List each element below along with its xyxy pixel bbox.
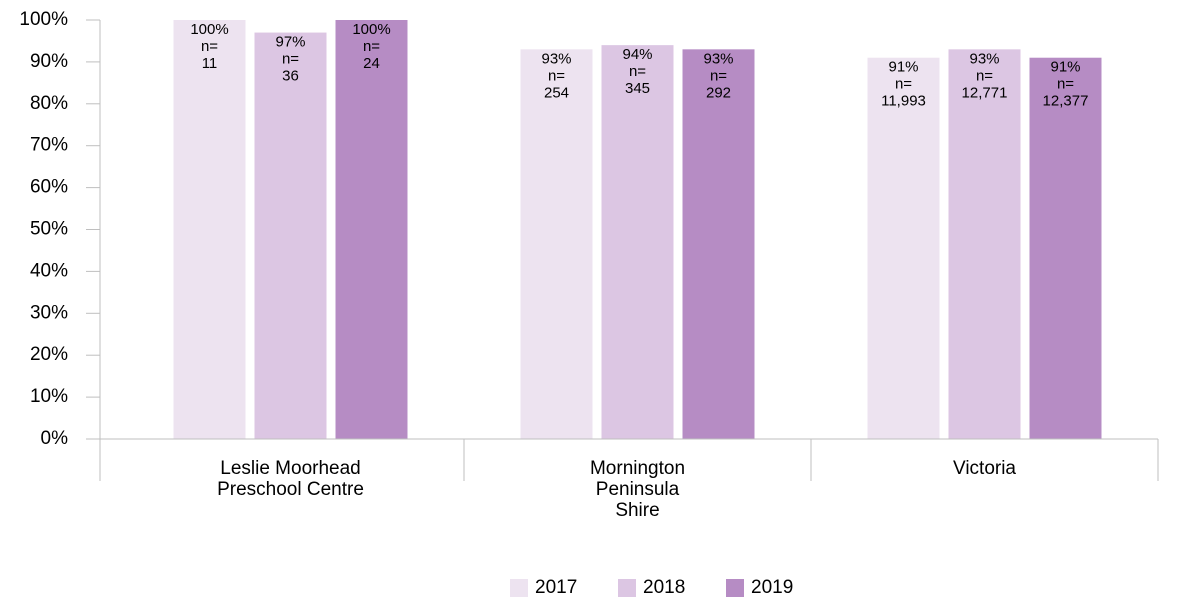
count-prefix: n= xyxy=(282,51,299,68)
value-label: 100% xyxy=(352,21,390,38)
count-prefix: n= xyxy=(976,67,993,84)
bar xyxy=(173,20,246,439)
bar xyxy=(682,49,755,440)
count-label: 254 xyxy=(544,84,569,101)
count-prefix: n= xyxy=(895,76,912,93)
legend-label: 2019 xyxy=(751,577,793,598)
legend-swatch xyxy=(510,579,528,597)
count-prefix: n= xyxy=(548,67,565,84)
bar xyxy=(520,49,593,440)
legend-swatch xyxy=(726,579,744,597)
y-tick-label: 40% xyxy=(30,260,68,281)
y-tick-label: 20% xyxy=(30,344,68,365)
x-tick-label: Victoria xyxy=(953,458,1016,479)
count-prefix: n= xyxy=(629,63,646,80)
bar xyxy=(601,45,674,439)
legend-swatch xyxy=(618,579,636,597)
bar xyxy=(948,49,1021,440)
count-label: 12,771 xyxy=(962,84,1008,101)
count-label: 24 xyxy=(363,55,380,72)
bar xyxy=(254,32,327,439)
count-prefix: n= xyxy=(710,67,727,84)
value-label: 93% xyxy=(969,50,999,67)
count-label: 11,993 xyxy=(881,93,926,110)
y-tick-label: 0% xyxy=(41,428,69,449)
count-prefix: n= xyxy=(363,38,380,55)
legend-label: 2017 xyxy=(535,577,577,598)
value-label: 97% xyxy=(275,34,305,51)
count-prefix: n= xyxy=(201,38,218,55)
count-label: 12,377 xyxy=(1043,93,1089,110)
value-label: 93% xyxy=(541,50,571,67)
x-tick-label: Mornington xyxy=(590,458,685,479)
value-label: 91% xyxy=(888,59,918,76)
count-label: 292 xyxy=(706,84,731,101)
y-tick-label: 10% xyxy=(30,386,68,407)
x-tick-label: Preschool Centre xyxy=(217,479,364,500)
y-tick-label: 60% xyxy=(30,177,68,198)
x-tick-label: Peninsula xyxy=(596,479,680,500)
bar xyxy=(335,20,408,439)
count-prefix: n= xyxy=(1057,76,1074,93)
value-label: 100% xyxy=(190,21,228,38)
bar xyxy=(867,57,940,440)
count-label: 36 xyxy=(282,68,299,85)
value-label: 91% xyxy=(1050,59,1080,76)
x-tick-label: Leslie Moorhead xyxy=(220,458,360,479)
legend-label: 2018 xyxy=(643,577,685,598)
value-label: 93% xyxy=(703,50,733,67)
x-tick-label: Shire xyxy=(615,500,659,521)
count-label: 345 xyxy=(625,80,650,97)
y-tick-label: 30% xyxy=(30,302,68,323)
y-tick-label: 100% xyxy=(19,9,68,30)
count-label: 11 xyxy=(202,55,218,72)
y-tick-label: 50% xyxy=(30,219,68,240)
y-tick-label: 80% xyxy=(30,93,68,114)
bar xyxy=(1029,57,1102,440)
y-tick-label: 90% xyxy=(30,51,68,72)
y-tick-label: 70% xyxy=(30,135,68,156)
value-label: 94% xyxy=(622,46,652,63)
